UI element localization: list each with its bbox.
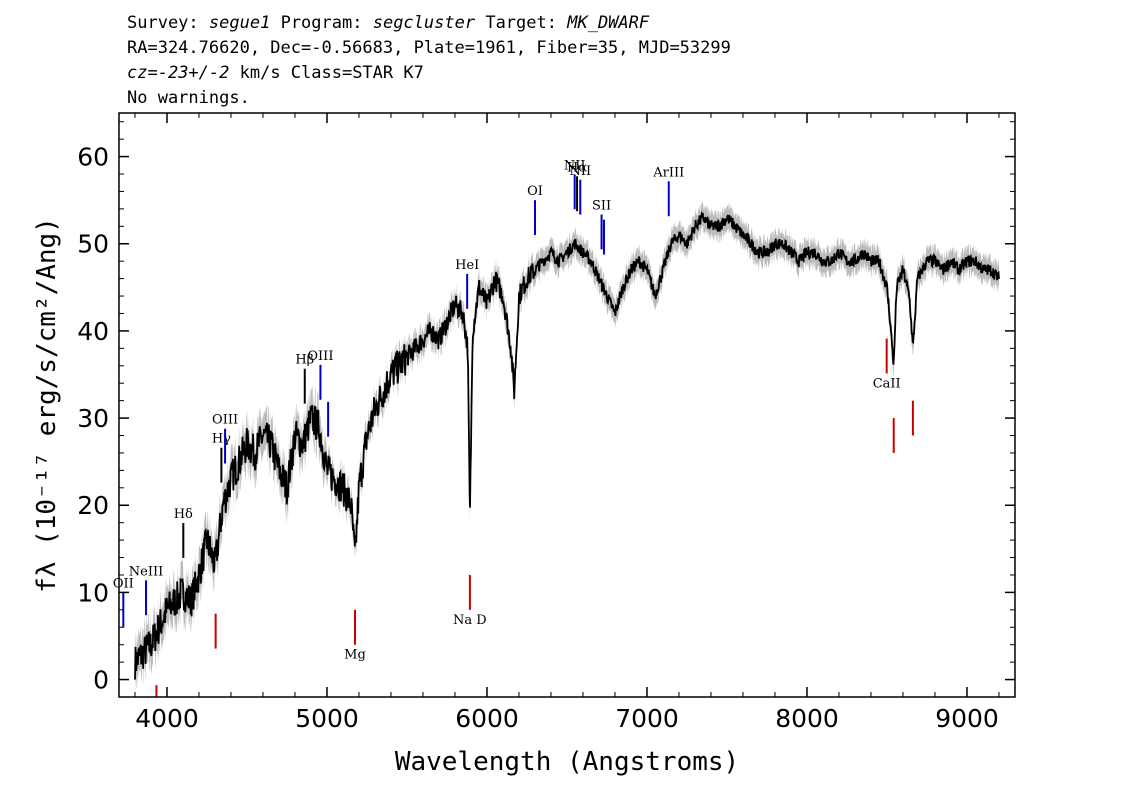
y-tick-label: 40 [77,317,109,346]
x-tick-label: 4000 [135,704,199,733]
line-label-ariii: ArIII [652,165,684,180]
line-label-h: Hδ [174,507,193,522]
program-value: segcluster [372,13,476,33]
line-label-hei: HeI [455,258,479,273]
line-label-h: Hγ [212,432,231,447]
x-tick-label: 5000 [295,704,359,733]
line-label-sii: SII [592,198,611,213]
survey-value: segue1 [208,13,271,33]
flux-series-line [134,211,1000,680]
program-key: Program: [280,13,363,33]
x-tick-label: 9000 [935,704,999,733]
line-label-oi: OI [527,184,543,199]
line-label-oiii: OIII [307,349,333,364]
y-axis-label: fλ (10⁻¹⁷ erg/s/cm²/Ang) [32,217,62,593]
line-label-h: Hβ [295,353,314,368]
x-tick-label: 8000 [775,704,839,733]
y-tick-label: 60 [77,143,109,172]
error-band [135,200,999,697]
line-label-nii: NII [569,164,591,179]
x-tick-label: 7000 [615,704,679,733]
line-label-mg: Mg [344,648,366,663]
header-line-1: Survey: segue1 Program: segcluster Targe… [127,12,649,34]
line-label-nii: NII [564,158,586,173]
x-tick-label: 6000 [455,704,519,733]
cz-key: cz= [127,63,158,83]
header-line-2: RA=324.76620, Dec=-0.56683, Plate=1961, … [127,38,731,58]
survey-key: Survey: [127,13,199,33]
header-line-3: cz=-23+/-2 km/s Class=STAR K7 [127,62,424,84]
target-value: MK_DWARF [567,13,650,33]
line-label-nad: Na D [453,613,487,628]
line-label-h: Hα [567,160,587,175]
y-tick-label: 0 [93,666,109,695]
line-label-oiii: OIII [212,413,238,428]
y-tick-label: 50 [77,230,109,259]
y-tick-label: 30 [77,404,109,433]
line-label-caii: CaII [873,376,901,391]
x-axis-label: Wavelength (Angstroms) [395,747,739,777]
target-key: Target: [485,13,557,33]
y-tick-label: 10 [77,578,109,607]
plot-frame [118,112,1016,698]
cz-rest: km/s Class=STAR K7 [229,63,424,83]
line-label-oii: OII [113,576,134,591]
cz-value: -23+/-2 [157,63,230,83]
y-tick-label: 20 [77,491,109,520]
line-label-neiii: NeIII [129,564,163,579]
header-line-4: No warnings. [127,88,250,108]
